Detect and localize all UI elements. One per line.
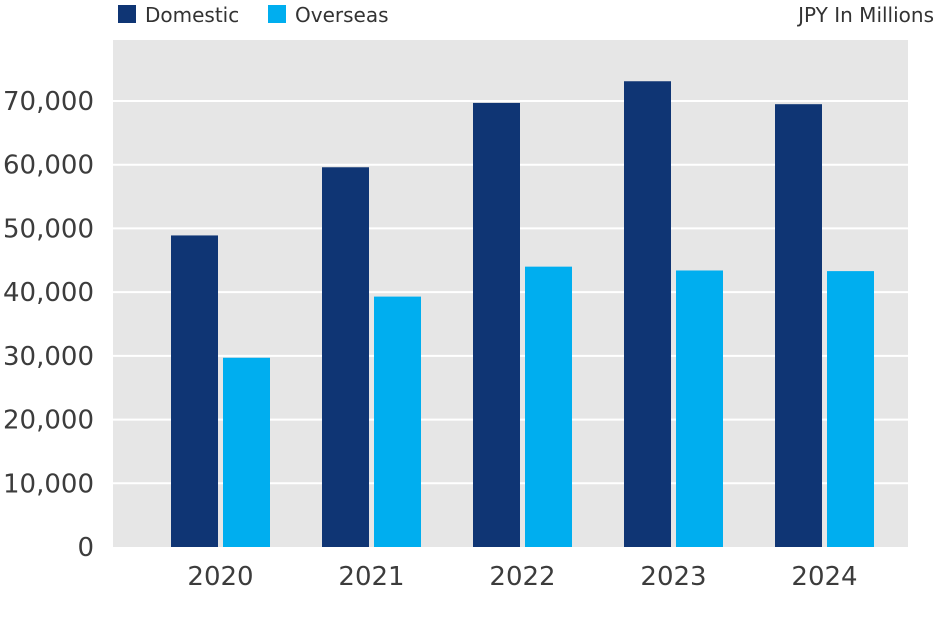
y-tick-label: 70,000 bbox=[3, 87, 94, 117]
y-axis-ticks: 0 10,000 20,000 30,000 40,000 50,000 60,000 70,… bbox=[3, 87, 94, 563]
bar-domestic-2024 bbox=[775, 104, 822, 547]
bar-domestic-2021 bbox=[322, 167, 369, 547]
bar-overseas-2024 bbox=[827, 271, 874, 547]
legend-label-domestic: Domestic bbox=[145, 3, 239, 27]
y-tick-label: 60,000 bbox=[3, 151, 94, 181]
x-tick-label: 2020 bbox=[187, 562, 253, 592]
bar-domestic-2022 bbox=[473, 102, 520, 547]
bar-domestic-2023 bbox=[624, 81, 671, 548]
x-tick-label: 2024 bbox=[791, 562, 857, 592]
bar-overseas-2023 bbox=[676, 270, 723, 547]
x-tick-label: 2023 bbox=[640, 562, 706, 592]
y-tick-label: 30,000 bbox=[3, 342, 94, 372]
legend-swatch-domestic bbox=[118, 5, 136, 23]
y-tick-label: 0 bbox=[77, 533, 94, 563]
x-tick-label: 2022 bbox=[489, 562, 555, 592]
bar-overseas-2021 bbox=[374, 296, 421, 547]
legend-swatch-overseas bbox=[268, 5, 286, 23]
bar-overseas-2020 bbox=[223, 357, 270, 547]
y-tick-label: 40,000 bbox=[3, 278, 94, 308]
legend: Domestic Overseas bbox=[118, 3, 389, 27]
legend-label-overseas: Overseas bbox=[295, 3, 389, 27]
unit-label: JPY In Millions bbox=[796, 3, 934, 27]
bars bbox=[171, 81, 874, 548]
x-tick-label: 2021 bbox=[338, 562, 404, 592]
y-tick-label: 20,000 bbox=[3, 406, 94, 436]
x-axis-ticks: 2020 2021 2022 2023 2024 bbox=[187, 562, 857, 592]
bar-overseas-2022 bbox=[525, 266, 572, 547]
y-tick-label: 10,000 bbox=[3, 469, 94, 499]
y-tick-label: 50,000 bbox=[3, 214, 94, 244]
bar-domestic-2020 bbox=[171, 235, 218, 548]
